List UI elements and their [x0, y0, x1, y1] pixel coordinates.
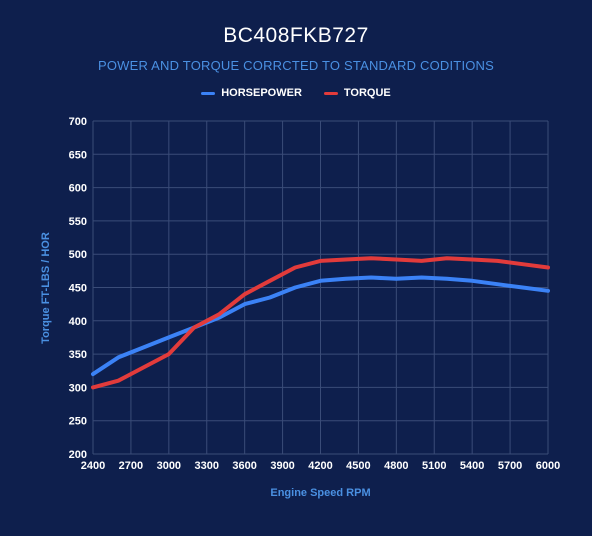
x-tick-label: 3900	[270, 460, 294, 472]
y-tick-label: 600	[69, 183, 87, 195]
y-tick-label: 650	[69, 149, 87, 161]
y-tick-label: 300	[69, 382, 87, 394]
y-axis-label: Torque FT-LBS / HOR	[40, 232, 52, 344]
x-tick-label: 2700	[119, 460, 143, 472]
legend-item-horsepower[interactable]: HORSEPOWER	[201, 87, 302, 99]
y-tick-label: 450	[69, 283, 87, 295]
chart-title: BC408FKB727	[223, 24, 369, 47]
chart-subtitle: POWER AND TORQUE CORRCTED TO STANDARD CO…	[97, 58, 495, 73]
x-tick-label: 6000	[536, 460, 560, 472]
legend-swatch-horsepower	[201, 91, 216, 95]
legend-swatch-torque	[323, 91, 338, 95]
y-tick-label: 250	[69, 416, 87, 428]
x-tick-label: 5100	[422, 460, 446, 472]
x-axis-label: Engine Speed RPM	[270, 487, 371, 499]
legend-item-torque[interactable]: TORQUE	[323, 87, 391, 99]
x-tick-label: 5400	[460, 460, 484, 472]
x-tick-label: 2400	[81, 460, 105, 472]
y-tick-label: 700	[69, 116, 87, 128]
y-tick-label: 350	[69, 349, 87, 361]
legend-label-torque: TORQUE	[343, 87, 391, 99]
y-tick-label: 200	[69, 449, 87, 461]
series-line-horsepower	[91, 275, 550, 377]
legend-label-horsepower: HORSEPOWER	[221, 87, 302, 99]
series-line-torque	[91, 256, 550, 390]
x-tick-label: 3600	[232, 460, 256, 472]
x-tick-label: 4500	[346, 460, 370, 472]
legend: HORSEPOWER TORQUE	[0, 87, 592, 99]
y-tick-label: 400	[69, 316, 87, 328]
x-tick-label: 3300	[195, 460, 219, 472]
x-tick-label: 4200	[308, 460, 332, 472]
x-tick-label: 5700	[498, 460, 522, 472]
x-tick-label: 4800	[384, 460, 408, 472]
x-tick-label: 3000	[157, 460, 181, 472]
y-tick-label: 550	[69, 216, 87, 228]
y-tick-label: 500	[69, 249, 87, 261]
